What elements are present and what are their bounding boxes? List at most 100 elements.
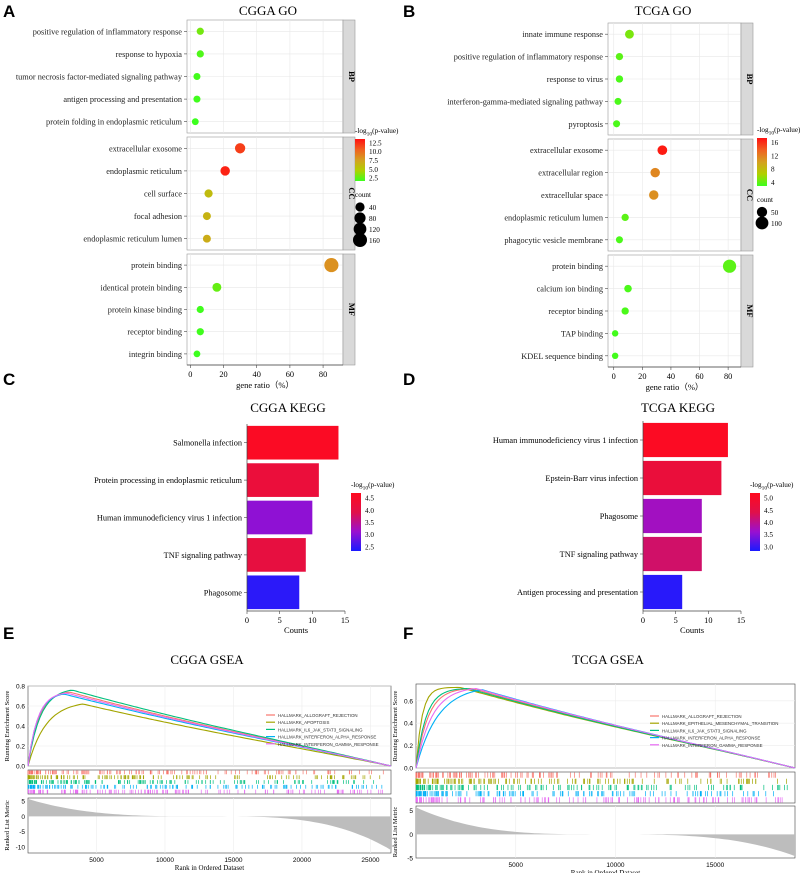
y-tick-label: 0.6 [404, 698, 413, 705]
x-tick-label: 80 [319, 370, 327, 379]
y2-tick-label: -5 [19, 829, 25, 836]
facet-strip [342, 253, 356, 366]
x-tick-label: 40 [253, 370, 261, 379]
panel-letter: F [403, 624, 413, 643]
size-legend-label: 50 [771, 209, 779, 217]
colorbar [750, 493, 760, 551]
y-tick-label: 0.6 [16, 704, 25, 711]
legend-title-sub: 10 [769, 131, 775, 137]
y-tick-label: 0.0 [16, 764, 25, 771]
size-legend-label: 160 [369, 237, 380, 245]
term-label: positive regulation of inflammatory resp… [454, 53, 604, 62]
term-label: response to hypoxia [116, 50, 183, 59]
y-tick-label: 0.8 [16, 684, 25, 691]
colorbar-tick: 12 [771, 152, 779, 160]
legend-label: HALLMARK_IL6_JAK_STAT3_SIGNALING [662, 728, 747, 733]
dot [621, 213, 629, 222]
size-legend-title: count [757, 196, 773, 204]
facet-label: BP [745, 74, 755, 85]
go-panel-a: CGGA GO positive regulation of inflammato… [16, 3, 399, 390]
term-label: protein binding [131, 261, 182, 270]
legend-title-main: -log [750, 481, 762, 489]
bar [643, 460, 722, 496]
colorbar-tick: 2.5 [365, 543, 374, 551]
term-label: extracellular exosome [530, 146, 603, 155]
x-tick-label: 10 [704, 616, 712, 625]
term-label: pyroptosis [568, 120, 603, 129]
bar [643, 422, 728, 458]
colorbar-tick: 4.5 [764, 507, 773, 515]
term-label: extracellular space [541, 191, 603, 200]
bar [247, 500, 313, 535]
dot [234, 143, 246, 154]
size-legend-title: count [355, 191, 371, 199]
es-panel [415, 683, 796, 769]
term-label: extracellular region [538, 169, 604, 178]
legend-label: HALLMARK_EPITHELIAL_MESENCHYMAL_TRANSITI… [662, 721, 778, 726]
colorbar-tick: 7.5 [369, 157, 378, 165]
x-tick-label: 0 [188, 370, 192, 379]
y2-tick-label: 5 [409, 808, 413, 815]
category-label: Human immunodeficiency virus 1 infection [97, 514, 243, 523]
dot [625, 29, 634, 39]
y2-tick-label: -10 [16, 844, 26, 851]
facet-label: MF [347, 303, 357, 316]
es-line [27, 692, 392, 767]
legend-title-main: -log [757, 126, 769, 134]
term-label: innate immune response [522, 30, 603, 39]
colorbar-tick: 10.0 [369, 148, 382, 156]
term-label: cell surface [144, 190, 182, 199]
bar [643, 498, 702, 534]
x-tick-label: 10 [308, 616, 316, 625]
dot [212, 282, 222, 292]
gsea-panel-e: CGGA GSEA 0.0 0.2 0.4 0.6 0.8 Running Enrichme… [4, 652, 392, 872]
bar [643, 536, 702, 572]
y2-tick-label: 0 [21, 814, 25, 821]
colorbar [355, 139, 365, 181]
x-tick-label: 10000 [606, 862, 624, 869]
size-legend-dot [352, 232, 368, 248]
term-label: KDEL sequence binding [521, 352, 603, 361]
colorbar-tick: 3.5 [365, 519, 374, 527]
term-label: phagocytic vesicle membrane [504, 236, 603, 245]
colorbar-tick: 5.0 [369, 166, 378, 174]
kegg-panel-c: CGGA KEGG Salmonella infection Protein pro… [94, 400, 395, 635]
legend-title-tail: (p-value) [372, 127, 399, 135]
x-tick-label: 60 [695, 372, 703, 381]
chart-title: TCGA GSEA [572, 652, 644, 667]
x-tick-label: 40 [667, 372, 675, 381]
term-label: response to virus [547, 75, 603, 84]
y-tick-label: 0.2 [16, 744, 25, 751]
colorbar-tick: 2.5 [369, 175, 378, 183]
term-label: identical protein binding [100, 283, 182, 292]
legend-label: HALLMARK_INTERFERON_ALPHA_RESPONSE [278, 735, 376, 740]
bar [247, 538, 306, 572]
legend-title-main: -log [355, 127, 367, 135]
panel-letter: E [3, 624, 14, 643]
kegg-panel-d: TCGA KEGG Human immunodeficiency virus 1 … [493, 400, 794, 635]
size-legend-label: 40 [369, 204, 377, 212]
x-tick-label: 5 [278, 616, 282, 625]
term-label: protein folding in endoplasmic reticulum [46, 118, 182, 127]
term-label: tumor necrosis factor-mediated signaling… [16, 73, 183, 82]
y-tick-label: 0.0 [404, 766, 413, 773]
y2-tick-label: 0 [409, 832, 413, 839]
dot [196, 27, 204, 35]
category-label: Salmonella infection [173, 439, 243, 448]
legend-title-tail: (p-value) [368, 481, 395, 489]
x-tick-label: 0 [641, 616, 645, 625]
term-label: receptor binding [127, 328, 182, 337]
term-label: extracellular exosome [109, 144, 182, 153]
category-label: Human immunodeficiency virus 1 infection [493, 436, 639, 445]
dot [649, 190, 659, 200]
chart-title: CGGA KEGG [250, 400, 325, 415]
x-axis-label: Rank in Ordered Dataset [175, 864, 244, 872]
colorbar-tick: 3.0 [764, 543, 773, 551]
facet-strip [342, 136, 356, 251]
colorbar [757, 138, 767, 186]
es-line [415, 687, 796, 769]
dot [204, 189, 213, 198]
legend-label: HALLMARK_INTERFERON_GAMMA_RESPONSE [662, 743, 763, 748]
facet-strip [342, 19, 356, 134]
dot [614, 97, 622, 105]
